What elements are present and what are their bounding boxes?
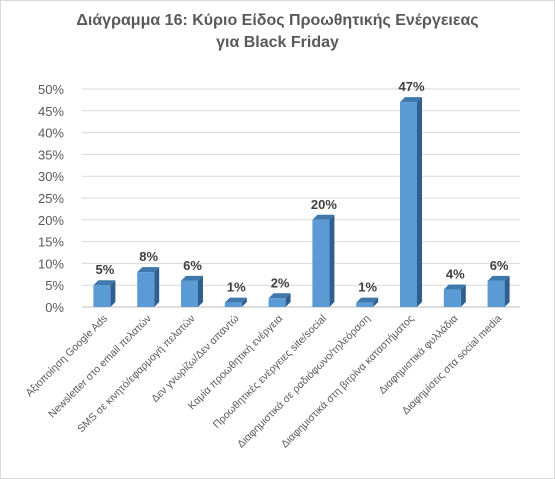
bar-top	[356, 297, 379, 303]
bar-top	[93, 280, 116, 286]
bar-side	[110, 280, 116, 307]
bar-side	[460, 284, 466, 307]
y-tick-label: 10%	[38, 256, 64, 271]
chart-title: Διάγραμμα 16: Κύριο Είδος Προωθητικής Εν…	[0, 10, 555, 54]
x-tick-label: Δεν γνωρίζω/Δεν απαντώ	[149, 313, 241, 405]
bar-side	[285, 293, 291, 307]
bar-side	[373, 297, 379, 307]
bar-front	[312, 219, 330, 307]
bar-top	[312, 214, 335, 220]
bar	[181, 275, 203, 307]
chart-title-line-2: για Black Friday	[216, 34, 339, 51]
bar-top	[443, 284, 466, 290]
value-label: 1%	[358, 280, 377, 295]
bar-front	[487, 280, 505, 307]
y-tick-label: 35%	[38, 147, 64, 162]
bar	[356, 297, 379, 307]
bar	[224, 297, 247, 307]
bar-side	[329, 214, 335, 307]
bar-front	[93, 285, 111, 307]
y-tick-label: 50%	[38, 82, 64, 97]
y-tick-label: 45%	[38, 104, 64, 119]
bar	[137, 267, 160, 307]
value-label: 8%	[139, 249, 158, 264]
bar	[487, 275, 510, 307]
y-tick-label: 40%	[38, 126, 64, 141]
bar	[93, 280, 116, 307]
bar-front	[356, 302, 374, 307]
bar-front	[137, 272, 155, 307]
value-labels: 5% 8% 6% 1% 2% 20% 1% 47% 4% 6%	[96, 79, 509, 295]
bar-side	[417, 97, 422, 307]
value-label: 4%	[446, 267, 465, 282]
value-label: 20%	[311, 197, 337, 212]
y-tick-label: 5%	[45, 278, 64, 293]
value-label: 5%	[96, 262, 115, 277]
x-tick-label: Αξιοποίηση Google Ads	[23, 313, 110, 400]
bar-front	[224, 302, 242, 307]
bar	[312, 214, 335, 307]
y-tick-label: 0%	[45, 300, 64, 315]
bar-top	[137, 267, 160, 273]
value-label: 6%	[490, 258, 509, 273]
bar-front	[268, 298, 286, 307]
y-tick-label: 20%	[38, 213, 64, 228]
chart-title-line-1: Διάγραμμα 16: Κύριο Είδος Προωθητικής Εν…	[76, 12, 479, 29]
bar-top	[400, 97, 422, 103]
value-label: 47%	[398, 79, 424, 94]
y-tick-label: 30%	[38, 169, 64, 184]
bar-front	[443, 289, 461, 307]
bar	[443, 284, 466, 307]
bar-side	[241, 297, 247, 307]
y-tick-label: 25%	[38, 191, 64, 206]
bar-front	[181, 280, 198, 307]
bar-top	[224, 297, 247, 303]
bars	[93, 97, 510, 307]
bar-side	[154, 267, 160, 307]
x-tick-label: Διαφημιστικά φυλλάδια	[376, 313, 460, 397]
value-label: 2%	[271, 275, 290, 290]
y-axis: 0% 5% 10% 15% 20% 25% 30% 35% 40% 45% 50%	[38, 82, 64, 315]
bar-top	[268, 293, 291, 299]
value-label: 1%	[227, 280, 246, 295]
bar-front	[400, 102, 417, 307]
bar	[400, 97, 422, 307]
bar	[268, 293, 291, 307]
bar-top	[181, 275, 203, 281]
gridlines	[82, 88, 520, 308]
value-label: 6%	[183, 258, 202, 273]
y-tick-label: 15%	[38, 235, 64, 250]
bar-top	[487, 275, 510, 281]
bar-side	[504, 275, 510, 307]
bar-side	[198, 275, 203, 307]
